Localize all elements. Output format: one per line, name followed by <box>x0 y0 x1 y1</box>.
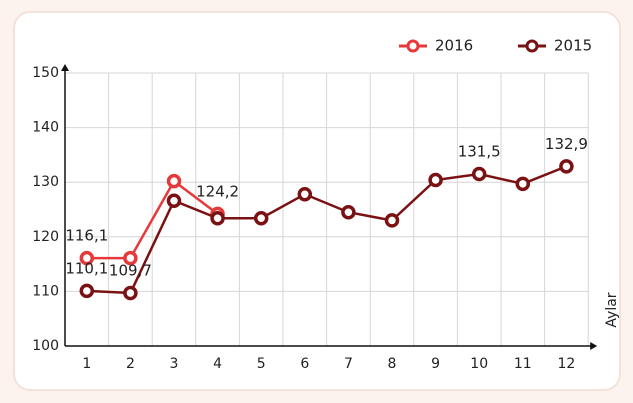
y-axis-arrow <box>61 64 69 71</box>
data-point <box>559 159 574 174</box>
x-tick-label: 3 <box>170 356 179 372</box>
x-tick-label: 7 <box>344 356 353 372</box>
data-point <box>297 186 313 202</box>
legend-label: 2016 <box>435 37 473 55</box>
x-tick-label: 4 <box>213 356 222 372</box>
data-point <box>515 176 531 192</box>
legend-marker <box>525 39 539 53</box>
x-tick-label: 1 <box>82 356 91 372</box>
panel <box>13 11 621 391</box>
x-tick-label: 5 <box>257 356 266 372</box>
x-tick-label: 9 <box>431 356 440 372</box>
data-point <box>166 173 182 189</box>
series-line <box>86 179 219 260</box>
x-tick-label: 11 <box>514 356 532 372</box>
series-line <box>86 165 567 295</box>
data-point <box>428 172 443 188</box>
y-tick-label: 150 <box>32 65 59 81</box>
data-point <box>471 166 487 182</box>
data-point <box>384 213 400 228</box>
data-point <box>123 250 138 266</box>
data-point <box>79 283 95 299</box>
data-label: 132,9 <box>545 135 588 153</box>
y-tick-label: 110 <box>32 283 59 299</box>
data-point <box>79 250 95 266</box>
data-label: 124,2 <box>196 182 239 200</box>
y-tick-label: 100 <box>32 338 59 354</box>
y-tick-label: 140 <box>32 120 59 136</box>
data-point <box>123 285 138 301</box>
data-point <box>166 193 182 209</box>
data-point <box>253 210 269 226</box>
data-label: 109,7 <box>109 262 152 280</box>
data-label: 131,5 <box>458 143 501 161</box>
y-tick-label: 130 <box>32 174 59 190</box>
x-tick-label: 10 <box>470 356 488 372</box>
y-tick-label: 120 <box>32 229 59 245</box>
x-tick-label: 2 <box>126 356 135 372</box>
legend-marker <box>406 39 420 53</box>
legend-label: 2015 <box>554 37 592 55</box>
x-tick-label: 8 <box>388 356 397 372</box>
data-point <box>210 210 225 226</box>
data-point <box>341 204 356 220</box>
x-axis-label: Aylar <box>604 292 620 327</box>
x-tick-label: 12 <box>557 356 575 372</box>
x-axis-arrow <box>590 342 598 350</box>
data-label: 110,1 <box>65 259 108 277</box>
x-tick-label: 6 <box>300 356 309 372</box>
data-label: 116,1 <box>65 227 108 245</box>
